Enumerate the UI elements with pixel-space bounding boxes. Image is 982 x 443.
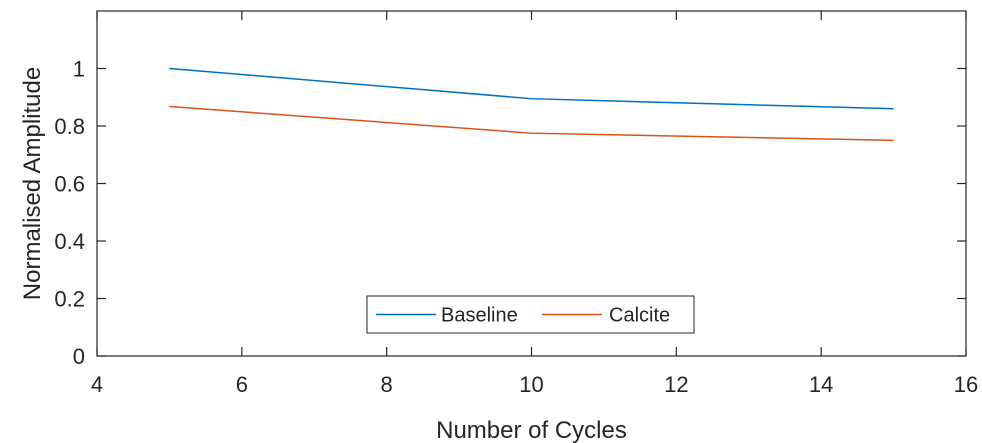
legend: Baseline Calcite <box>366 295 695 334</box>
x-tick-label: 12 <box>664 372 688 397</box>
y-tick-label: 0.2 <box>54 287 85 312</box>
y-axis-label: Normalised Amplitude <box>19 67 46 300</box>
x-tick-label: 14 <box>809 372 833 397</box>
x-axis-ticks: 4 6 8 10 12 14 16 <box>91 11 978 397</box>
y-tick-label: 0.6 <box>54 172 85 197</box>
x-tick-label: 6 <box>236 372 248 397</box>
legend-box <box>366 295 695 334</box>
plot-area-frame <box>96 10 967 357</box>
series-line-calcite <box>169 105 894 142</box>
y-tick-label: 1 <box>73 57 85 82</box>
x-tick-label: 16 <box>954 372 978 397</box>
y-axis-ticks: 0 0.2 0.4 0.6 0.8 1 <box>54 57 966 369</box>
y-tick-label: 0.8 <box>54 114 85 139</box>
series-line-baseline <box>169 67 894 110</box>
x-tick-label: 10 <box>519 372 543 397</box>
y-tick-label: 0 <box>73 344 85 369</box>
y-tick-label: 0.4 <box>54 229 85 254</box>
x-tick-label: 4 <box>91 372 103 397</box>
series-layer <box>169 67 894 142</box>
legend-label-baseline: Baseline <box>441 305 518 327</box>
legend-label-calcite: Calcite <box>609 305 670 327</box>
x-axis-label: Number of Cycles <box>436 417 627 443</box>
x-tick-label: 8 <box>381 372 393 397</box>
